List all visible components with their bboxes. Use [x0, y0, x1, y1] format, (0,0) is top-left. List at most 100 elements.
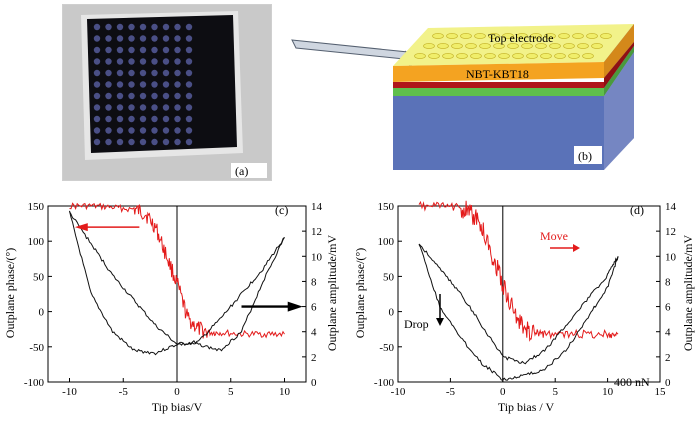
plot-frame	[397, 205, 661, 383]
photo-dot	[162, 115, 170, 123]
photo-dot	[116, 104, 124, 111]
chart-panel-c: (c) Tip bias/V Outplane phase/(°) Outpla…	[0, 188, 345, 416]
electrode-dot	[488, 33, 500, 39]
photo-dot	[105, 92, 112, 100]
photo-dot	[162, 81, 170, 88]
y2-tick-label: 10	[665, 251, 677, 263]
photo-dot	[139, 138, 147, 146]
photo-dot	[139, 115, 147, 123]
y2-tick-label: 12	[665, 226, 676, 238]
electrode-dot	[577, 43, 589, 49]
y-tick-label: 50	[33, 271, 45, 283]
panel-d-tag: (d)	[630, 203, 644, 217]
photo-dot	[185, 35, 193, 42]
photo-dot	[116, 46, 124, 54]
amplitude-series-line	[418, 243, 619, 365]
photo-dot	[174, 46, 181, 54]
panel-b-tag: (b)	[578, 149, 592, 163]
photo-dot	[128, 35, 135, 42]
photo-dot	[93, 104, 101, 111]
electrode-dot	[512, 53, 524, 59]
photo-dot	[151, 58, 158, 65]
electrode-dot	[428, 53, 440, 59]
photo-dot	[116, 115, 124, 123]
photo-dot	[93, 46, 101, 54]
x-tick-label: -5	[446, 386, 456, 398]
photo-dot	[174, 81, 181, 88]
photo-dot	[93, 58, 101, 65]
photo-dot	[185, 104, 193, 111]
photo-dot	[105, 46, 112, 54]
photo-dot	[128, 115, 135, 123]
y-tick-label: 100	[378, 236, 395, 248]
photo-dot	[174, 115, 181, 123]
amplitude-series-line	[69, 210, 285, 356]
x-tick-label: 0	[174, 386, 180, 398]
electrode-dot	[465, 43, 477, 49]
photo-dot	[116, 69, 124, 77]
photo-dot	[151, 138, 158, 146]
phase-series-line	[418, 200, 619, 342]
photo-dot	[185, 58, 193, 65]
electrode-dot	[554, 53, 566, 59]
photo-dot	[105, 81, 112, 88]
electrode-dot	[460, 33, 472, 39]
photo-dot	[162, 23, 170, 31]
y2-tick-label: 12	[311, 226, 322, 238]
electrode-dot	[544, 33, 556, 39]
electrode-dot	[432, 33, 444, 39]
photo-dot	[116, 81, 124, 88]
electrode-dot	[479, 43, 491, 49]
electrode-dot	[493, 43, 505, 49]
y-tick-label: -50	[379, 342, 394, 354]
electrode-dot	[414, 53, 426, 59]
photo-dot	[151, 35, 158, 42]
chart-c-xlabel: Tip bias/V	[152, 400, 203, 414]
photo-dot	[162, 69, 170, 77]
photo-dot	[93, 23, 101, 31]
y-tick-label: 0	[39, 307, 45, 319]
chart-panel-d: (d) Move Drop 400 nN Tip bias / V Outpla…	[352, 188, 700, 416]
layer-label: NBT-KBT18	[466, 67, 529, 81]
chart-c: (c) Tip bias/V Outplane phase/(°) Outpla…	[3, 201, 339, 414]
photo-dot	[185, 46, 193, 54]
photo-dot	[162, 138, 170, 146]
y-tick-label: -50	[29, 342, 44, 354]
electrode-dot	[540, 53, 552, 59]
y2-tick-label: 6	[665, 302, 671, 314]
electrode-dot	[558, 33, 570, 39]
photo-dot	[162, 46, 170, 54]
x-tick-label: 10	[279, 386, 291, 398]
electrode-dot	[516, 33, 528, 39]
electrode-dot	[423, 43, 435, 49]
photo-dot	[151, 92, 158, 100]
x-tick-label: 15	[655, 386, 667, 398]
photo-dot	[105, 69, 112, 77]
y2-tick-label: 6	[311, 302, 317, 314]
photo-dot	[139, 81, 147, 88]
photo-dot	[185, 127, 193, 134]
chart-d-ylabel: Outplane phase/(°)	[353, 248, 367, 338]
photo-dot	[174, 127, 181, 134]
photo-dot	[93, 138, 101, 146]
photo-dot	[93, 92, 101, 100]
photo-dot	[93, 127, 101, 134]
photo-dot	[128, 46, 135, 54]
photo-dot	[128, 58, 135, 65]
y-tick-label: 50	[383, 271, 395, 283]
photo-dot	[116, 127, 124, 134]
photo-dot	[185, 92, 193, 100]
y2-tick-label: 8	[665, 276, 671, 288]
photo-dot	[116, 35, 124, 42]
photo-dot	[151, 69, 158, 77]
electrode-dot	[586, 33, 598, 39]
chart-d-xlabel: Tip bias / V	[498, 400, 555, 414]
photo-dot	[185, 23, 193, 31]
device-schematic: Top electrode NBT-KBT18 (b)	[291, 24, 634, 170]
x-tick-label: 5	[228, 386, 234, 398]
photo-dot	[93, 81, 101, 88]
electrode-dot	[442, 53, 454, 59]
electrode-dot	[437, 43, 449, 49]
photo-dot	[174, 104, 181, 111]
photo-dot	[162, 58, 170, 65]
